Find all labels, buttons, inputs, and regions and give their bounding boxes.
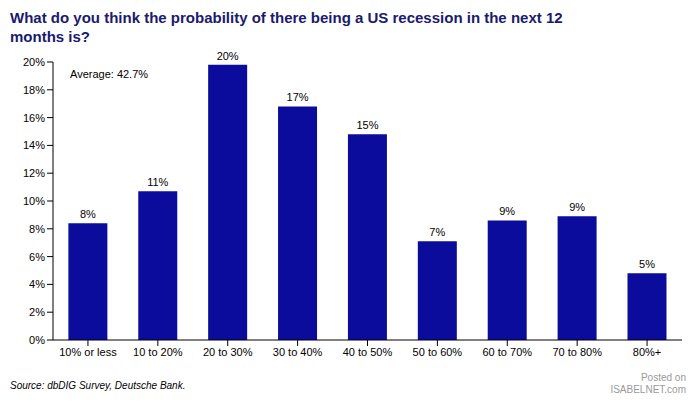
svg-text:18%: 18% (23, 84, 45, 96)
svg-text:5%: 5% (639, 258, 655, 270)
svg-text:7%: 7% (429, 226, 445, 238)
svg-text:40 to 50%: 40 to 50% (343, 346, 393, 358)
svg-text:10 to 20%: 10 to 20% (133, 346, 183, 358)
svg-text:70 to 80%: 70 to 80% (552, 346, 602, 358)
svg-text:8%: 8% (80, 208, 96, 220)
svg-text:11%: 11% (147, 176, 168, 188)
svg-text:30 to 40%: 30 to 40% (273, 346, 323, 358)
svg-text:4%: 4% (29, 278, 45, 290)
svg-text:14%: 14% (23, 139, 45, 151)
svg-text:0%: 0% (29, 334, 45, 346)
svg-text:12%: 12% (23, 167, 45, 179)
svg-text:2%: 2% (29, 306, 45, 318)
svg-text:9%: 9% (569, 201, 585, 213)
html-text:What do you think the probabil: What do you think the probability of the… (10, 9, 563, 45)
svg-text:20%: 20% (23, 56, 45, 68)
svg-text:50 to 60%: 50 to 60% (413, 346, 463, 358)
html-text:ISABELNET.com: ISABELNET.com (610, 384, 686, 395)
html-text:Source: dbDIG Survey, Deutsche: Source: dbDIG Survey, Deutsche Bank. (10, 380, 186, 391)
svg-text:20%: 20% (217, 52, 239, 62)
svg-text:20 to 30%: 20 to 30% (203, 346, 253, 358)
svg-text:6%: 6% (29, 251, 45, 263)
svg-text:60 to 70%: 60 to 70% (483, 346, 533, 358)
svg-text:16%: 16% (23, 112, 45, 124)
svg-text:10%: 10% (23, 195, 45, 207)
svg-text:80%+: 80%+ (633, 346, 661, 358)
svg-text:8%: 8% (29, 223, 45, 235)
html-text:Posted on: Posted on (641, 372, 686, 383)
svg-text:17%: 17% (287, 91, 309, 103)
svg-text:10% or less: 10% or less (59, 346, 117, 358)
html-text:Average: 42.7%: Average: 42.7% (70, 68, 149, 80)
svg-text:9%: 9% (499, 205, 515, 217)
svg-text:15%: 15% (356, 119, 378, 131)
